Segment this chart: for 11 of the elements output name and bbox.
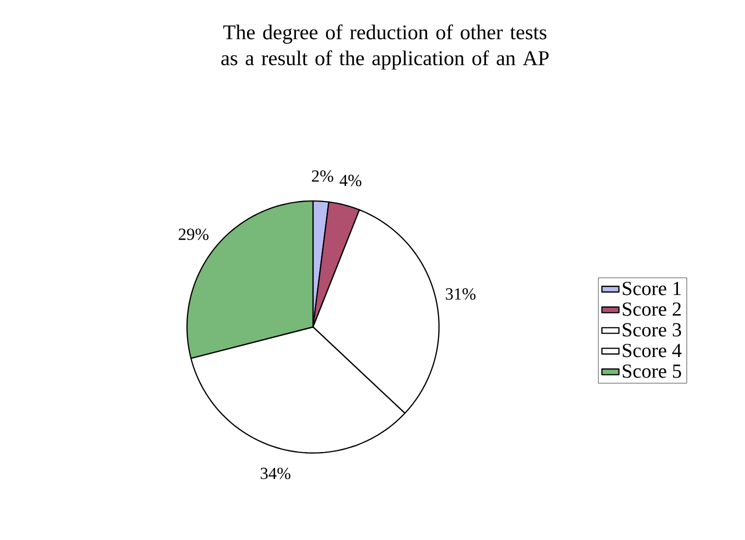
data-label: 34% xyxy=(260,468,290,480)
legend-label: Score 4 xyxy=(622,344,682,358)
data-label: 31% xyxy=(446,288,476,300)
legend-label: Score 1 xyxy=(622,282,681,296)
legend-label: Score 5 xyxy=(622,364,682,378)
data-label: 2% xyxy=(312,170,334,182)
chart-title: The degree of reduction of other tests as a result of the application of an AP xyxy=(221,24,549,70)
data-label: 29% xyxy=(178,228,208,240)
legend-label: Score 2 xyxy=(622,302,681,316)
data-label: 4% xyxy=(340,174,362,186)
legend-label: Score 3 xyxy=(622,323,682,337)
